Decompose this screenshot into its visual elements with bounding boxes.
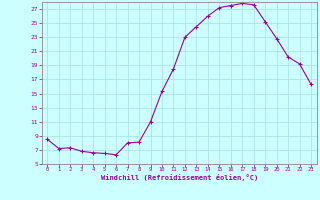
X-axis label: Windchill (Refroidissement éolien,°C): Windchill (Refroidissement éolien,°C) xyxy=(100,174,258,181)
